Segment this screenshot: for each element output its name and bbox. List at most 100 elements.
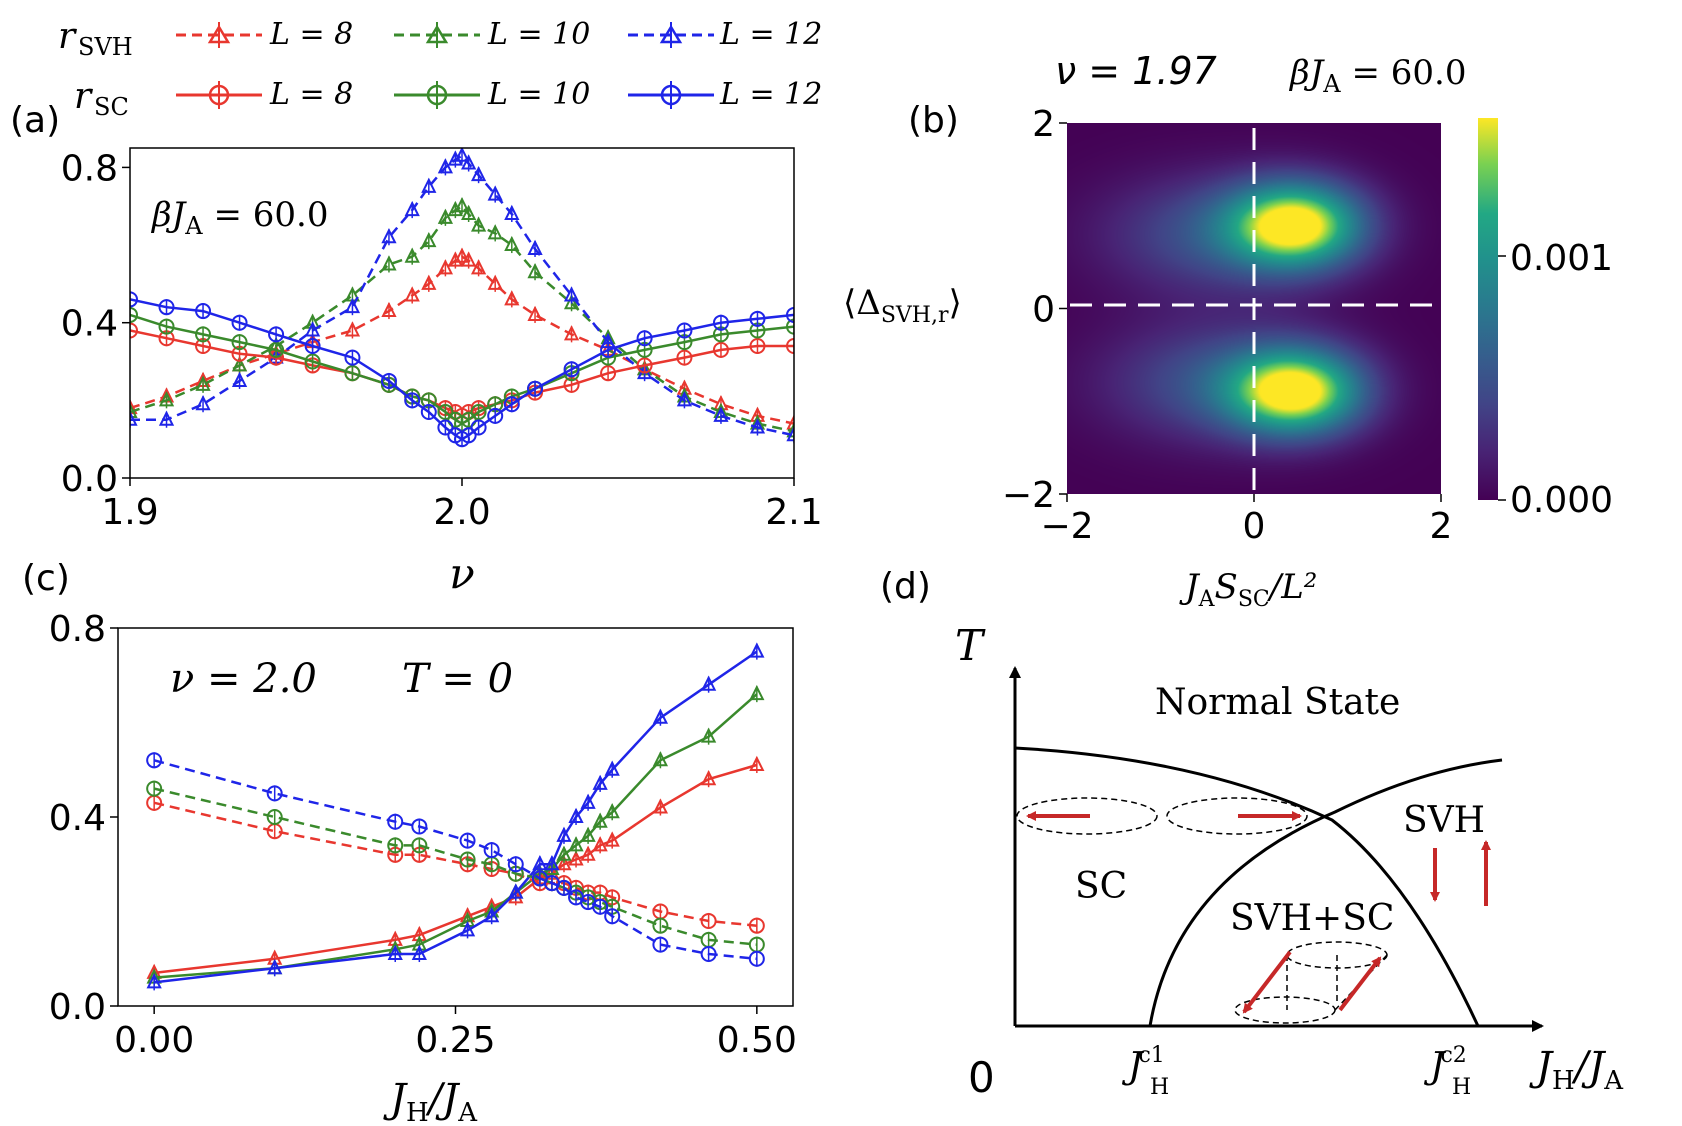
panel-a-point [421,231,437,248]
panel-a-point [130,410,138,426]
panel-a-point [381,255,397,271]
panel-c-point [701,727,717,743]
panel-a-point [344,365,361,382]
panel-a-point [487,274,503,290]
panel-a-point [749,418,766,434]
panel-a-point [454,247,470,263]
panel-b-ylabel-close: ⟩ [948,283,961,323]
panel-a-point [420,404,437,420]
panel-a-point [380,372,397,389]
legend-sc-l10-label: L = 10 [487,77,590,112]
panel-c-point [604,760,620,776]
panel-c-point [604,803,620,819]
panel-a-point [158,299,175,316]
panel-d-svh-label: SVH [1403,800,1485,841]
panel-c-point [700,946,717,963]
panel-a-annotation-sub: A [184,212,203,240]
legend-svh-l8-label: L = 8 [269,17,353,52]
legend-sc-l10: L = 10 [394,77,590,112]
legend-svh-l10: L = 10 [394,17,590,52]
panel-c-point [592,898,609,915]
panel-c-ticks: 0.00 0.25 0.50 0.0 0.4 0.8 [49,609,797,1061]
panel-c-point [652,917,669,934]
panel-a-point [503,396,520,413]
panel-a-point [344,349,361,366]
panel-a-point [527,239,543,255]
panel-d-svh-sc-arrow-up [1338,956,1382,1012]
panel-d-x-axis-label: JH/JA [1529,1044,1624,1096]
panel-a-point [231,371,248,387]
panel-a-point [461,251,477,267]
panel-c-point [266,785,283,802]
panel-a-point [158,391,175,407]
legend: r SVH L = 8 L = 10 L = 12 r [58,16,822,121]
panel-a-point [195,326,212,343]
panel-b-ytick-label: −2 [1002,475,1055,516]
panel-a-ytick-label: 0.8 [61,148,118,189]
panel-a-point [636,357,653,374]
panel-a: (a) 1.9 2.0 2.1 0.0 0.4 0.8 βJA = 60.0 ν [10,100,823,598]
panel-a-series-line [130,329,794,418]
panel-a-point [344,321,361,337]
panel-c-point [507,856,524,873]
panel-b-xlabel-sub1: A [1198,587,1216,612]
panel-c-ytick-label: 0.8 [49,609,106,650]
legend-sc-symbol: r [74,76,93,117]
panel-c-xlabel-sub2: A [457,1098,478,1126]
panel-a-point [504,290,520,306]
panel-a-point [447,251,463,267]
panel-a-point [460,427,477,444]
panel-c-point [267,958,283,975]
panel-a-point [713,406,729,422]
panel-b-title-beta-val: = 60.0 [1341,53,1467,93]
panel-b-xlabel: JASSC/L² [1179,567,1317,612]
panel-c-point [266,809,283,825]
panel-c-point [483,842,500,859]
panel-c-series [146,642,765,991]
panel-b-ylabel-open: ⟨Δ [843,283,881,323]
panel-a-point [158,410,175,426]
panel-a-point [158,318,175,335]
panel-a-point [786,422,794,438]
panel-c-point [411,818,428,835]
panel-a-point [437,158,454,174]
panel-c: (c) 0.00 0.25 0.500.00.40.8 ν = 2.0 T = 0 … [22,558,797,1126]
panel-d-jc1-sup: c1 [1138,1043,1164,1068]
panel-c-point [555,879,572,896]
panel-c-point [568,807,584,823]
panel-c-point [508,883,524,899]
panel-c-series-2 [146,642,765,991]
panel-c-point [749,684,765,701]
panel-c-point [592,812,608,828]
panel-c-point [580,826,596,842]
panel-b-xtick-label: −2 [1040,506,1093,547]
panel-a-xtick-label: 1.9 [101,492,158,533]
panel-c-point [568,836,584,852]
panel-a-point [563,325,580,341]
panel-a-point [749,338,766,354]
panel-a-point [421,274,437,290]
panel-b-xlabel-end: /L² [1267,567,1318,607]
panel-c-point [146,752,163,769]
panel-c-xtick-label: 0.25 [415,1020,495,1061]
panel-a-point [786,414,794,430]
panel-a-point [600,341,617,358]
legend-sc-subscript: SC [94,93,129,121]
panel-a-point [304,338,321,354]
panel-a-point [381,301,397,318]
legend-svh-subscript: SVH [78,33,133,61]
panel-a-ytick-label: 0.4 [61,304,118,345]
panel-c-point [580,793,596,809]
legend-sc-l12: L = 12 [628,77,822,112]
panel-a-point [454,148,470,162]
panel-b-ytick-label: 0 [1032,290,1055,331]
panel-a-point [195,303,212,320]
panel-c-xtick-label: 0.50 [717,1020,797,1061]
panel-c-point [748,950,765,967]
panel-c-point [652,708,669,724]
panel-a-point [130,291,138,308]
panel-a-point [600,365,617,382]
panel-a-point [268,341,285,358]
panel-d-jc1-label: Jc1 H [1121,1043,1169,1100]
panel-a-point [447,150,463,166]
